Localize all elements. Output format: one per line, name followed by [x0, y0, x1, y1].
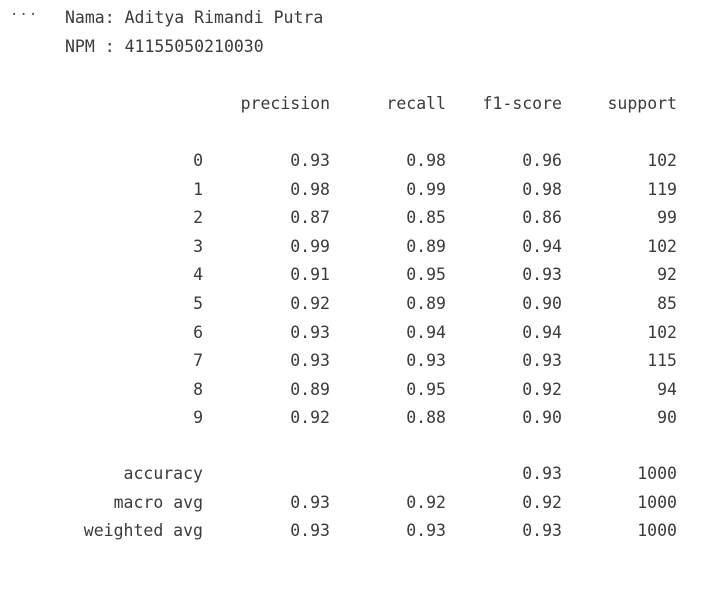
cell-support: 99 — [657, 208, 677, 227]
cell-precision: 0.93 — [290, 351, 330, 370]
cell-support: 90 — [657, 408, 677, 427]
cell-precision: 0.98 — [290, 180, 330, 199]
cell-recall: 0.89 — [406, 294, 446, 313]
row-label: 4 — [193, 265, 203, 284]
column-header: f1-score — [482, 94, 562, 113]
summary-recall: 0.93 — [406, 521, 446, 540]
cell-support: 119 — [647, 180, 677, 199]
summary-label: weighted avg — [83, 521, 203, 540]
cell-support: 94 — [657, 380, 677, 399]
summary-support: 1000 — [637, 493, 677, 512]
cell-f1: 0.86 — [522, 208, 562, 227]
summary-f1: 0.93 — [522, 464, 562, 483]
cell-support: 92 — [657, 265, 677, 284]
cell-recall: 0.94 — [406, 323, 446, 342]
cell-precision: 0.93 — [290, 151, 330, 170]
summary-label: accuracy — [123, 464, 203, 483]
cell-recall: 0.98 — [406, 151, 446, 170]
cell-recall: 0.89 — [406, 237, 446, 256]
summary-recall: 0.92 — [406, 493, 446, 512]
cell-precision: 0.92 — [290, 408, 330, 427]
cell-recall: 0.93 — [406, 351, 446, 370]
row-label: 1 — [193, 180, 203, 199]
row-label: 3 — [193, 237, 203, 256]
cell-precision: 0.93 — [290, 323, 330, 342]
summary-support: 1000 — [637, 521, 677, 540]
row-label: 6 — [193, 323, 203, 342]
cell-f1: 0.90 — [522, 294, 562, 313]
cell-precision: 0.91 — [290, 265, 330, 284]
column-header: recall — [386, 94, 446, 113]
summary-precision: 0.93 — [290, 521, 330, 540]
more-actions-icon[interactable]: ··· — [10, 7, 39, 23]
summary-f1: 0.93 — [522, 521, 562, 540]
cell-support: 102 — [647, 323, 677, 342]
cell-precision: 0.99 — [290, 237, 330, 256]
cell-precision: 0.89 — [290, 380, 330, 399]
row-label: 2 — [193, 208, 203, 227]
column-header: precision — [240, 94, 330, 113]
row-label: 0 — [193, 151, 203, 170]
summary-label: macro avg — [113, 493, 203, 512]
name-line: Nama: Aditya Rimandi Putra — [65, 8, 324, 27]
cell-support: 115 — [647, 351, 677, 370]
cell-f1: 0.90 — [522, 408, 562, 427]
cell-f1: 0.96 — [522, 151, 562, 170]
summary-f1: 0.92 — [522, 493, 562, 512]
cell-recall: 0.95 — [406, 380, 446, 399]
cell-f1: 0.92 — [522, 380, 562, 399]
cell-precision: 0.92 — [290, 294, 330, 313]
row-label: 7 — [193, 351, 203, 370]
cell-f1: 0.93 — [522, 265, 562, 284]
cell-precision: 0.87 — [290, 208, 330, 227]
cell-f1: 0.98 — [522, 180, 562, 199]
column-header: support — [607, 94, 677, 113]
cell-f1: 0.93 — [522, 351, 562, 370]
cell-f1: 0.94 — [522, 237, 562, 256]
cell-support: 102 — [647, 151, 677, 170]
row-label: 5 — [193, 294, 203, 313]
summary-support: 1000 — [637, 464, 677, 483]
cell-recall: 0.85 — [406, 208, 446, 227]
npm-line: NPM : 41155050210030 — [65, 37, 264, 56]
row-label: 9 — [193, 408, 203, 427]
cell-recall: 0.95 — [406, 265, 446, 284]
cell-recall: 0.99 — [406, 180, 446, 199]
summary-precision: 0.93 — [290, 493, 330, 512]
cell-support: 85 — [657, 294, 677, 313]
cell-recall: 0.88 — [406, 408, 446, 427]
cell-support: 102 — [647, 237, 677, 256]
row-label: 8 — [193, 380, 203, 399]
cell-f1: 0.94 — [522, 323, 562, 342]
